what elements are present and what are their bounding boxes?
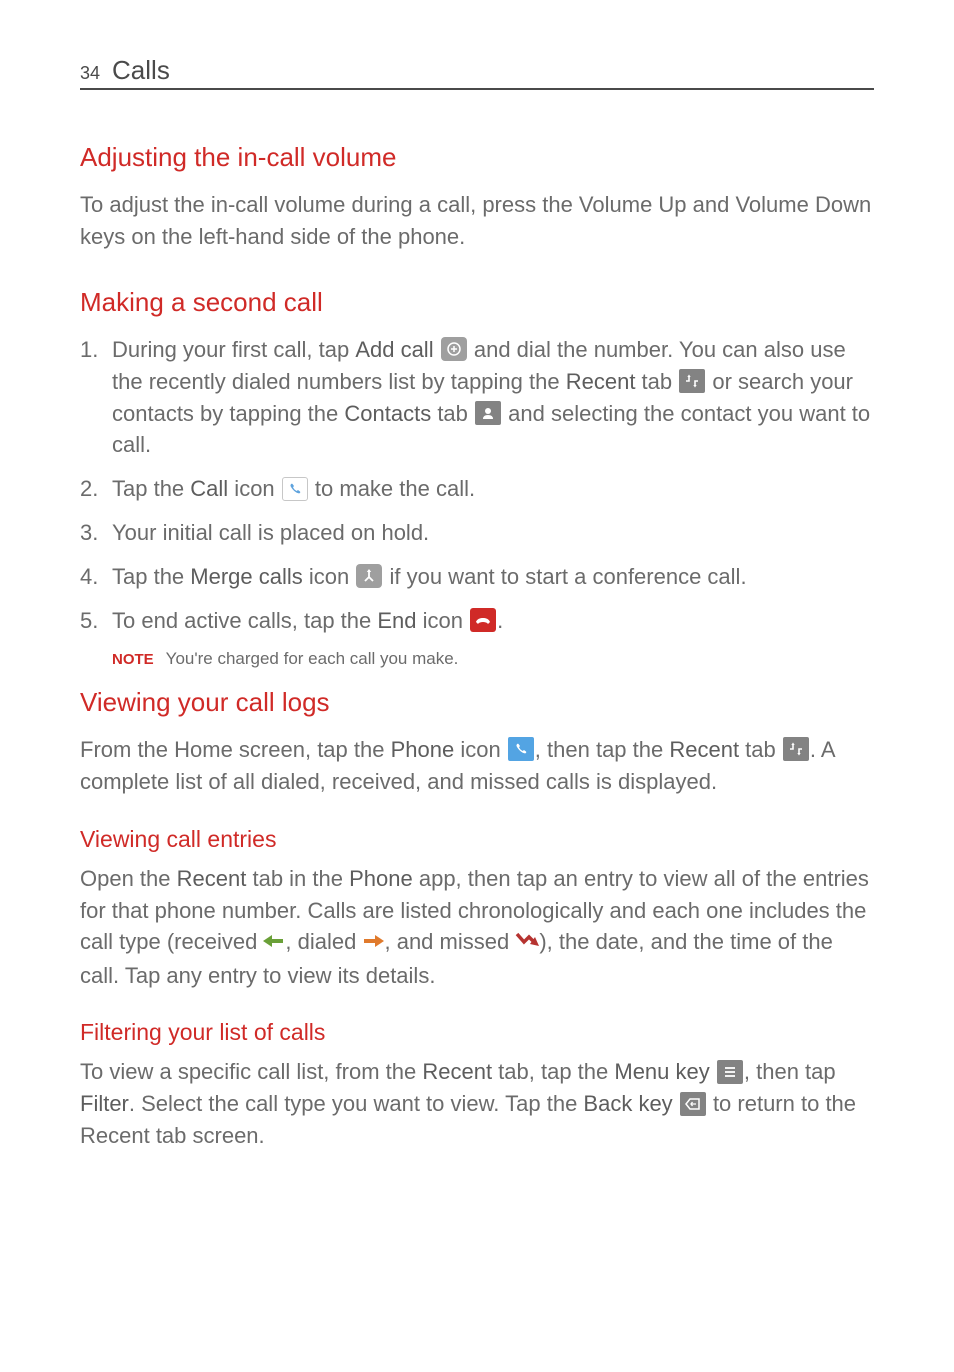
step-1: During your first call, tap Add call and… <box>80 334 874 462</box>
text: Tap the <box>112 564 190 589</box>
text: icon <box>454 737 507 762</box>
page-number: 34 <box>80 63 100 84</box>
text: icon <box>417 608 470 633</box>
text: tab <box>431 401 474 426</box>
step-3: Your initial call is placed on hold. <box>80 517 874 549</box>
label-add-call: Add call <box>355 337 433 362</box>
text: To view a specific call list, from the <box>80 1059 422 1084</box>
text: , and missed <box>384 929 515 954</box>
received-arrow-icon <box>263 926 285 958</box>
recent-tab-icon <box>679 369 705 393</box>
text: , then tap the <box>535 737 670 762</box>
text: tab in the <box>246 866 349 891</box>
missed-arrow-icon <box>515 926 539 958</box>
label-menu-key: Menu key <box>614 1059 709 1084</box>
call-icon <box>282 477 308 501</box>
text: Tap the <box>112 476 190 501</box>
heading-view-entries: Viewing call entries <box>80 826 874 853</box>
note-charge: NOTE You're charged for each call you ma… <box>112 649 874 669</box>
dialed-arrow-icon <box>362 926 384 958</box>
text: icon <box>228 476 281 501</box>
back-key-icon <box>680 1092 706 1116</box>
text: if you want to start a conference call. <box>389 564 746 589</box>
label-phone: Phone <box>391 737 455 762</box>
step-2: Tap the Call icon to make the call. <box>80 473 874 505</box>
para-adjust-volume: To adjust the in-call volume during a ca… <box>80 189 874 253</box>
steps-second-call: During your first call, tap Add call and… <box>80 334 874 637</box>
text: . Select the call type you want to view.… <box>129 1091 584 1116</box>
note-label: NOTE <box>112 651 154 668</box>
page-section-title: Calls <box>112 55 170 86</box>
heading-adjust-volume: Adjusting the in-call volume <box>80 142 874 173</box>
heading-second-call: Making a second call <box>80 287 874 318</box>
para-view-entries: Open the Recent tab in the Phone app, th… <box>80 863 874 992</box>
contacts-tab-icon <box>475 401 501 425</box>
label-merge-calls: Merge calls <box>190 564 302 589</box>
text: tab <box>739 737 782 762</box>
text: To end active calls, tap the <box>112 608 377 633</box>
label-recent: Recent <box>669 737 739 762</box>
heading-filter-calls: Filtering your list of calls <box>80 1019 874 1046</box>
note-text: You're charged for each call you make. <box>166 649 459 669</box>
phone-app-icon <box>508 737 534 761</box>
label-recent: Recent <box>566 369 636 394</box>
text: tab, tap the <box>492 1059 614 1084</box>
heading-call-logs: Viewing your call logs <box>80 687 874 718</box>
label-call: Call <box>190 476 228 501</box>
text: icon <box>303 564 356 589</box>
label-end: End <box>377 608 416 633</box>
para-call-logs: From the Home screen, tap the Phone icon… <box>80 734 874 798</box>
text: to make the call. <box>315 476 475 501</box>
menu-key-icon <box>717 1060 743 1084</box>
text: . <box>497 608 503 633</box>
end-call-icon <box>470 608 496 632</box>
text: , then tap <box>744 1059 836 1084</box>
text: During your first call, tap <box>112 337 355 362</box>
label-recent: Recent <box>422 1059 492 1084</box>
page-header: 34 Calls <box>80 55 874 90</box>
add-call-icon <box>441 337 467 361</box>
text: Open the <box>80 866 177 891</box>
text: From the Home screen, tap the <box>80 737 391 762</box>
text: tab <box>635 369 678 394</box>
label-recent: Recent <box>177 866 247 891</box>
step-4: Tap the Merge calls icon if you want to … <box>80 561 874 593</box>
label-contacts: Contacts <box>344 401 431 426</box>
label-phone: Phone <box>349 866 413 891</box>
step-5: To end active calls, tap the End icon . <box>80 605 874 637</box>
label-back-key: Back key <box>583 1091 672 1116</box>
text: , dialed <box>285 929 362 954</box>
para-filter-calls: To view a specific call list, from the R… <box>80 1056 874 1152</box>
recent-tab-icon <box>783 737 809 761</box>
merge-calls-icon <box>356 564 382 588</box>
label-filter: Filter <box>80 1091 129 1116</box>
